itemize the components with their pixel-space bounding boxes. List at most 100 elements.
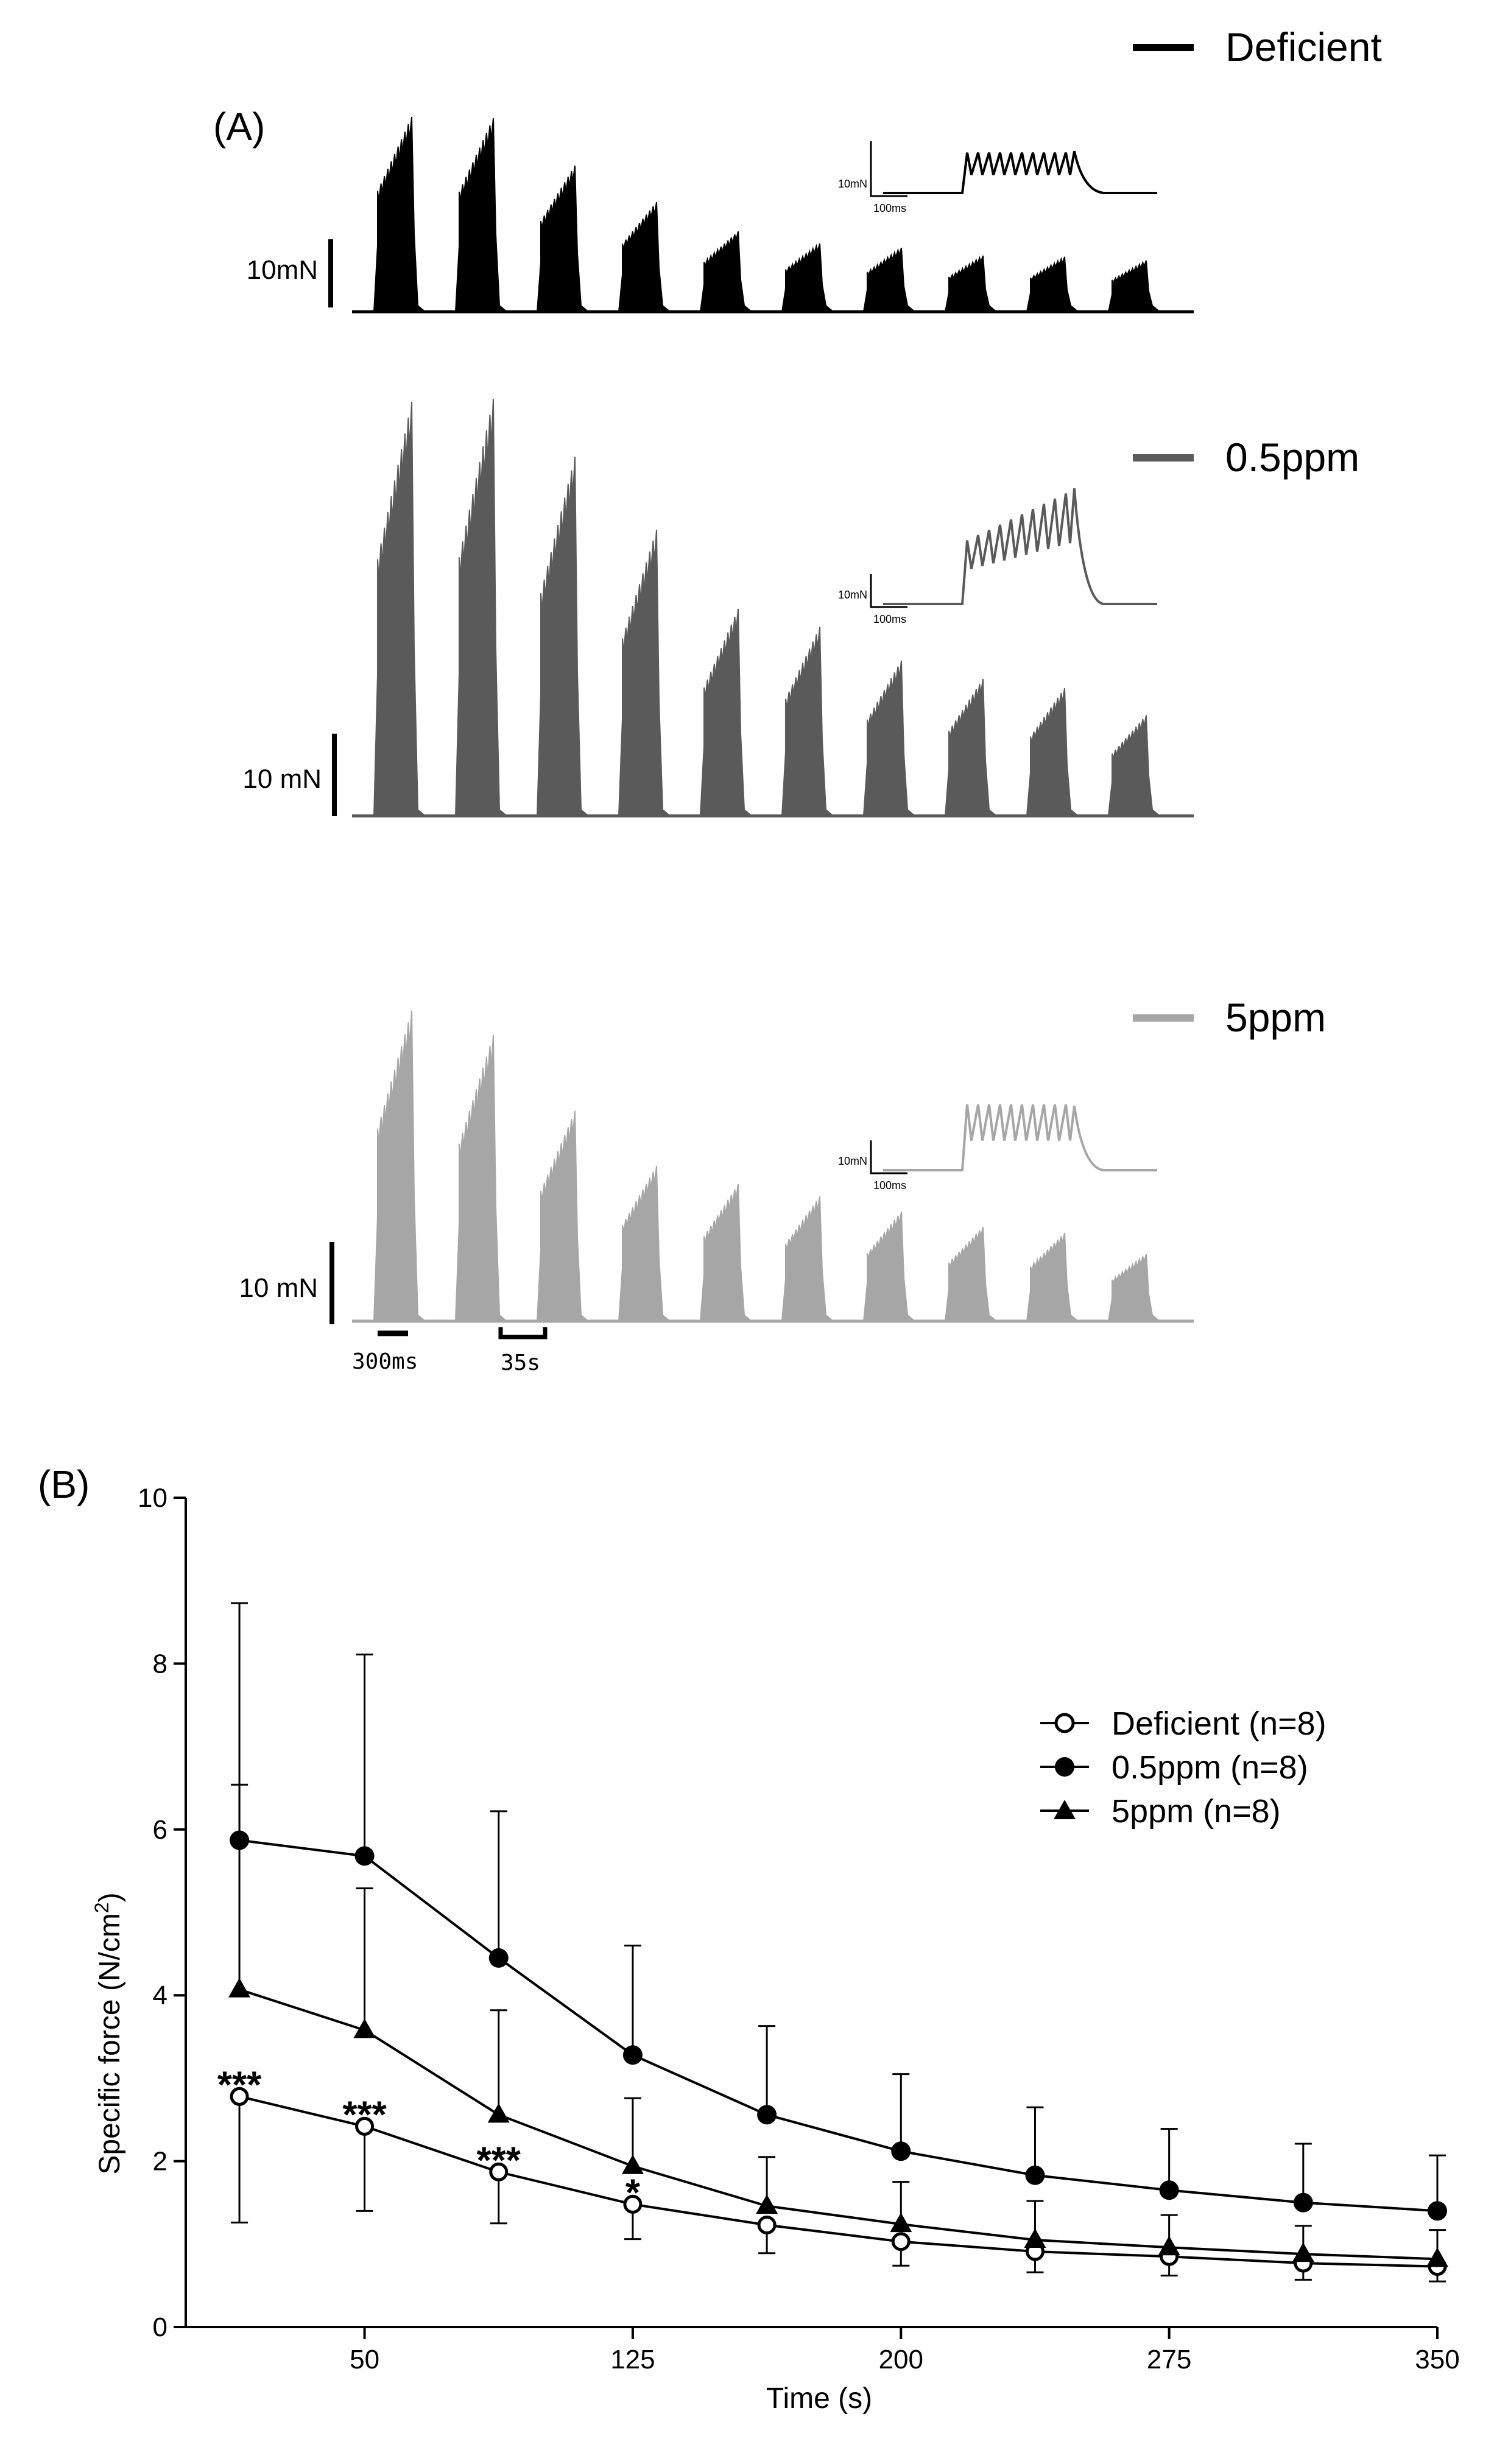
legend-item-deficient: Deficient (n=8): [1040, 1705, 1327, 1742]
x-tick-label: 350: [1415, 2345, 1459, 2374]
significance-marker: ***: [477, 2139, 521, 2181]
data-point: [1158, 2236, 1180, 2256]
data-point: [757, 2215, 777, 2234]
x-tick-label: 50: [350, 2345, 379, 2374]
stimulus-train-4: [618, 529, 672, 816]
stimulus-train-3: [536, 165, 590, 312]
data-point: [230, 2087, 249, 2106]
data-point: [757, 2105, 777, 2125]
stimulus-trains: [352, 398, 1194, 818]
axes: 0 2 4 6 8 10 50 125 200 275 350: [138, 1483, 1460, 2374]
stimulus-train-6: [781, 243, 835, 312]
series-line: [239, 2095, 1438, 2268]
x-tick-label: 125: [610, 2345, 655, 2374]
data-point: [353, 2018, 376, 2038]
y-axis-title-main: Specific force (N/cm: [94, 1913, 126, 2174]
legend-label-0-5ppm: 0.5ppm: [1225, 435, 1359, 480]
significance-marker: ***: [217, 2064, 262, 2106]
y-tick-label: 10: [138, 1483, 167, 1513]
stimulus-train-2: [454, 1034, 509, 1322]
data-point: [228, 1978, 251, 1998]
stimulus-train-10: [1107, 715, 1161, 816]
inset-scale-bars: [870, 1140, 907, 1174]
data-point: [355, 2116, 375, 2136]
inset-scale-bars: [870, 574, 907, 608]
trace-row-5ppm: 5ppm 10 mN 10mN 100ms: [239, 995, 1326, 1324]
stimulus-trains: [352, 116, 1194, 314]
data-point: [488, 1948, 509, 1968]
data-point: [1025, 2165, 1045, 2185]
panel-a-label: (A): [213, 105, 265, 149]
stimulus-train-5: [699, 1184, 753, 1322]
stimulus-train-9: [1026, 1232, 1080, 1322]
stimulus-train-7: [862, 247, 917, 312]
y-tick-label: 4: [153, 1981, 167, 2010]
stimulus-train-3: [536, 456, 590, 816]
data-point: [489, 2162, 509, 2181]
inset-twitch: 10mN 100ms: [838, 488, 1157, 625]
panel-b-label: (B): [38, 1462, 90, 1506]
interval-scale-label: 35s: [501, 1350, 540, 1375]
series-filled-circle: [230, 1602, 1447, 2221]
stimulus-train-6: [781, 627, 835, 816]
stimulus-train-6: [781, 1196, 835, 1322]
stimulus-train-1: [373, 116, 427, 312]
inset-twitch: 10mN 100ms: [838, 141, 1157, 214]
y-axis-title-sup: 2: [91, 1902, 113, 1913]
force-scale-label: 10 mN: [242, 764, 322, 794]
open-circle-icon: [1054, 1713, 1075, 1733]
stimulus-train-4: [618, 202, 672, 312]
stimulus-train-8: [944, 1226, 998, 1322]
y-tick-label: 6: [153, 1815, 167, 1845]
data-point: [756, 2194, 778, 2214]
y-axis-title: Specific force (N/cm2): [91, 1892, 126, 2174]
inset-twitch: 10mN 100ms: [838, 1104, 1157, 1192]
data-point: [621, 2154, 644, 2174]
stimulus-train-7: [862, 1211, 917, 1322]
series-line: [239, 1988, 1438, 2261]
stimulus-train-1: [373, 401, 427, 816]
stimulus-train-9: [1026, 687, 1080, 816]
legend-item-0-5ppm: 0.5ppm (n=8): [1040, 1749, 1308, 1786]
data-point: [1292, 2242, 1314, 2262]
inset-trace: [883, 488, 1157, 605]
stimulus-train-9: [1026, 256, 1080, 312]
series-open-circle: [230, 2087, 1447, 2283]
inset-time-label: 100ms: [873, 613, 906, 625]
inset-force-label: 10mN: [838, 178, 867, 190]
stimulus-train-10: [1107, 260, 1161, 312]
significance-marker: *: [625, 2172, 641, 2214]
data-point: [1293, 2192, 1313, 2213]
inset-force-label: 10mN: [838, 1155, 867, 1167]
data-point: [1024, 2228, 1046, 2248]
data-point: [890, 2213, 912, 2233]
stimulus-train-2: [454, 118, 509, 312]
stimulus-train-5: [699, 231, 753, 312]
legend-label: Deficient (n=8): [1112, 1705, 1327, 1742]
stimulus-train-2: [454, 398, 509, 816]
time-scale-label: 300ms: [352, 1349, 418, 1374]
inset-force-label: 10mN: [838, 589, 867, 601]
y-tick-label: 8: [153, 1649, 167, 1679]
series-filled-triangle: [228, 1783, 1448, 2267]
stimulus-trains: [352, 1010, 1194, 1323]
data-point: [354, 1846, 375, 1866]
data-point: [622, 2045, 643, 2065]
stimulus-train-8: [944, 255, 998, 312]
data-point: [1426, 2247, 1448, 2267]
filled-triangle-icon: [1054, 1800, 1076, 1819]
stimulus-train-5: [699, 608, 753, 816]
trace-row-0-5ppm: 0.5ppm 10 mN 10mN 100ms: [242, 398, 1359, 818]
stimulus-train-3: [536, 1111, 590, 1322]
interval-scale-bar: [498, 1327, 548, 1339]
data-point: [891, 2232, 911, 2252]
legend-label-5ppm: 5ppm: [1225, 995, 1326, 1040]
legend-label: 5ppm (n=8): [1112, 1793, 1281, 1830]
inset-trace: [883, 1104, 1157, 1171]
data-point: [230, 1830, 250, 1850]
stimulus-train-10: [1107, 1254, 1161, 1322]
filled-circle-icon: [1055, 1757, 1074, 1777]
significance-marker: ***: [342, 2094, 387, 2136]
